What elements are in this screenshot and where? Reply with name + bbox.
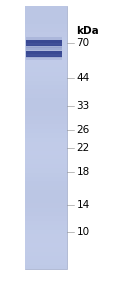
FancyBboxPatch shape xyxy=(26,58,62,60)
Text: 22: 22 xyxy=(76,143,90,153)
Bar xyxy=(25,116,67,120)
Text: 26: 26 xyxy=(76,125,90,135)
Text: 33: 33 xyxy=(76,101,90,111)
Bar xyxy=(25,45,67,50)
Bar xyxy=(25,146,67,151)
Bar xyxy=(25,195,67,199)
FancyBboxPatch shape xyxy=(26,47,62,50)
Bar xyxy=(25,41,67,45)
FancyBboxPatch shape xyxy=(26,40,62,46)
Bar xyxy=(25,32,67,37)
Bar xyxy=(25,155,67,159)
FancyBboxPatch shape xyxy=(25,6,67,269)
Bar xyxy=(25,151,67,155)
Bar xyxy=(25,234,67,238)
Bar xyxy=(25,24,67,28)
Text: 14: 14 xyxy=(76,200,90,210)
Bar xyxy=(25,89,67,94)
Bar xyxy=(25,265,67,269)
Text: 10: 10 xyxy=(76,227,90,237)
Bar xyxy=(25,177,67,181)
Bar xyxy=(25,50,67,54)
Bar xyxy=(25,54,67,59)
Bar xyxy=(25,59,67,63)
Bar xyxy=(25,221,67,225)
Bar xyxy=(25,142,67,146)
Bar xyxy=(25,186,67,190)
Bar xyxy=(25,230,67,234)
Bar xyxy=(25,63,67,67)
Bar xyxy=(25,72,67,76)
Bar xyxy=(25,256,67,260)
Bar xyxy=(25,98,67,103)
FancyBboxPatch shape xyxy=(26,56,62,58)
FancyBboxPatch shape xyxy=(26,48,62,51)
Bar xyxy=(25,199,67,203)
Bar xyxy=(25,107,67,111)
Bar xyxy=(25,216,67,221)
FancyBboxPatch shape xyxy=(26,45,62,48)
Bar xyxy=(25,19,67,24)
Bar xyxy=(25,15,67,19)
Bar xyxy=(25,129,67,133)
Bar xyxy=(25,67,67,72)
Bar xyxy=(25,120,67,124)
Bar xyxy=(25,225,67,230)
Bar xyxy=(25,133,67,138)
FancyBboxPatch shape xyxy=(26,37,62,40)
Bar xyxy=(25,124,67,129)
Bar xyxy=(25,238,67,243)
Bar xyxy=(25,103,67,107)
Bar xyxy=(25,247,67,251)
Bar xyxy=(25,181,67,186)
FancyBboxPatch shape xyxy=(26,51,62,57)
Bar xyxy=(25,168,67,173)
Bar xyxy=(25,111,67,116)
Bar xyxy=(25,164,67,168)
Bar xyxy=(25,190,67,195)
Bar xyxy=(25,173,67,177)
Bar xyxy=(25,260,67,265)
Text: kDa: kDa xyxy=(76,26,99,36)
Bar xyxy=(25,28,67,32)
Bar xyxy=(25,6,67,10)
Text: 18: 18 xyxy=(76,167,90,177)
Bar xyxy=(25,85,67,89)
Bar xyxy=(25,159,67,164)
Bar xyxy=(25,37,67,41)
Bar xyxy=(25,203,67,208)
Text: 44: 44 xyxy=(76,73,90,83)
Bar xyxy=(25,243,67,247)
Bar xyxy=(25,10,67,15)
Bar xyxy=(25,94,67,98)
Text: 70: 70 xyxy=(76,38,90,48)
Bar xyxy=(25,138,67,142)
FancyBboxPatch shape xyxy=(26,51,62,54)
FancyBboxPatch shape xyxy=(26,40,62,43)
Bar xyxy=(25,80,67,85)
Bar xyxy=(25,251,67,256)
Bar xyxy=(25,212,67,216)
Bar xyxy=(25,76,67,80)
Bar xyxy=(25,208,67,212)
